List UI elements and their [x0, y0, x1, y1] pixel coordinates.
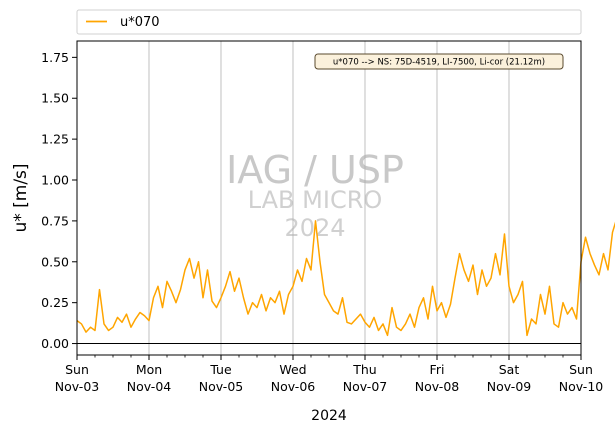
- x-tick-label-date: Nov-07: [343, 379, 387, 394]
- y-tick-label: 1.75: [41, 50, 69, 65]
- legend: u*070: [76, 9, 582, 35]
- vertical-grid: [148, 41, 510, 355]
- series-line-u070: [76, 220, 615, 337]
- y-axis: 0.00 0.25 0.50 0.75 1.00 1.25 1.50 1.75: [41, 50, 77, 351]
- x-tick-label-date: Nov-06: [271, 379, 316, 394]
- x-tick-label-day: Mon: [136, 362, 162, 377]
- annotation-box: u*070 --> NS: 75D-4519, LI-7500, Li-cor …: [314, 53, 564, 70]
- x-tick-label-date: Nov-08: [415, 379, 460, 394]
- y-tick-label: 1.50: [41, 91, 69, 106]
- x-tick-label-day: Tue: [209, 362, 232, 377]
- y-tick-label: 1.00: [41, 173, 69, 188]
- x-tick-label-day: Sun: [569, 362, 593, 377]
- y-axis-label: u* [m/s]: [11, 163, 31, 232]
- y-tick-label: 0.75: [41, 213, 69, 228]
- x-tick-label-date: Nov-10: [559, 379, 604, 394]
- x-tick-label-date: Nov-03: [55, 379, 99, 394]
- watermark-line-2: LAB MICRO: [248, 186, 383, 214]
- x-tick-label-day: Sat: [499, 362, 520, 377]
- annotation-frame: [314, 53, 564, 70]
- watermark: IAG / USP LAB MICRO 2024: [226, 148, 404, 242]
- x-axis-label: 2024: [311, 408, 347, 424]
- legend-label-u070: u*070: [120, 15, 160, 30]
- x-tick-label-date: Nov-09: [487, 379, 532, 394]
- x-tick-label-day: Thu: [352, 362, 376, 377]
- y-tick-label: 0.25: [41, 295, 69, 310]
- x-tick-label-day: Fri: [430, 362, 445, 377]
- x-tick-label-date: Nov-05: [199, 379, 243, 394]
- y-tick-label: 1.25: [41, 132, 69, 147]
- y-tick-label: 0.50: [41, 254, 69, 269]
- annotation-text: u*070 --> NS: 75D-4519, LI-7500, Li-cor …: [333, 58, 545, 68]
- y-tick-label: 0.00: [41, 336, 69, 351]
- legend-frame: [76, 9, 582, 35]
- x-tick-label-day: Wed: [279, 362, 306, 377]
- x-axis: Sun Nov-03 Mon Nov-04 Tue Nov-05 Wed Nov-06 Thu N…: [55, 355, 604, 394]
- x-tick-label-day: Sun: [65, 362, 89, 377]
- watermark-line-1: IAG / USP: [226, 148, 404, 192]
- x-tick-label-date: Nov-04: [127, 379, 172, 394]
